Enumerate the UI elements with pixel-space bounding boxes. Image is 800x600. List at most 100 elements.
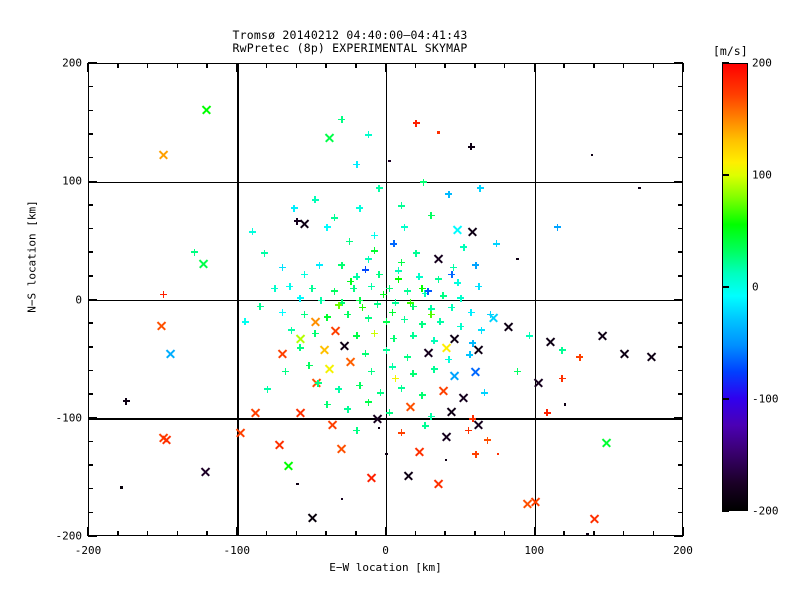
scatter-point-plus	[513, 367, 521, 375]
tick-x-minor-top	[117, 63, 119, 68]
scatter-point-x	[619, 348, 630, 359]
scatter-point-plus	[400, 223, 408, 231]
scatter-point-x	[423, 347, 434, 358]
scatter-point-plus	[362, 350, 370, 358]
gridline-vertical	[237, 64, 239, 535]
scatter-point-dot	[388, 159, 391, 163]
tick-x-minor	[176, 531, 178, 536]
y-tick-label: -200	[55, 529, 83, 543]
scatter-point-plus	[345, 237, 353, 245]
scatter-point-x	[488, 313, 499, 324]
scatter-point-plus	[390, 334, 398, 342]
scatter-point-x	[433, 478, 444, 489]
tick-x-minor	[622, 531, 625, 536]
scatter-point-x	[470, 366, 481, 377]
tick-y-minor-right	[678, 440, 683, 443]
scatter-point-x	[449, 371, 460, 382]
scatter-point-plus	[371, 247, 379, 255]
scatter-point-plus	[241, 318, 249, 326]
tick-y-minor	[88, 346, 93, 348]
tick-x-major-top	[384, 63, 387, 72]
tick-y-minor	[88, 369, 93, 372]
tick-y-major-right	[674, 535, 683, 537]
scatter-point-plus	[264, 385, 271, 393]
tick-y-minor-right	[678, 322, 683, 324]
scatter-point-x	[449, 333, 460, 344]
tick-x-minor	[593, 531, 595, 536]
tick-y-minor-right	[678, 369, 683, 372]
gridline-horizontal	[89, 299, 682, 302]
scatter-point-x	[446, 406, 457, 417]
tick-x-minor	[325, 531, 327, 536]
scatter-point-plus	[353, 332, 361, 340]
scatter-point-plus	[403, 287, 411, 295]
scatter-point-plus	[460, 243, 468, 251]
tick-x-minor	[563, 531, 565, 536]
scatter-point-plus	[576, 353, 584, 361]
scatter-point-x	[158, 432, 169, 443]
tick-y-major	[88, 417, 97, 419]
tick-y-minor-right	[678, 227, 683, 230]
scatter-point-dot	[296, 482, 299, 486]
scatter-point-plus	[424, 287, 432, 295]
scatter-point-plus	[323, 401, 331, 409]
tick-y-minor	[88, 322, 93, 324]
scatter-point-plus	[323, 223, 331, 231]
tick-y-minor	[88, 251, 93, 253]
scatter-point-plus	[421, 289, 429, 297]
tick-y-minor	[88, 511, 93, 514]
scatter-point-x	[158, 150, 169, 161]
scatter-point-plus	[278, 263, 286, 271]
scatter-point-x	[311, 378, 322, 389]
tick-x-minor-top	[325, 63, 327, 68]
colorbar-tick	[722, 174, 729, 176]
scatter-point-plus	[467, 143, 475, 151]
scatter-point-dot	[496, 452, 500, 456]
tick-y-minor-right	[678, 133, 683, 135]
scatter-point-plus	[391, 375, 399, 383]
scatter-point-plus	[350, 285, 358, 293]
tick-x-major	[87, 527, 89, 536]
scatter-point-plus	[418, 285, 426, 293]
scatter-point-x	[161, 435, 172, 446]
scatter-point-x	[283, 461, 294, 472]
tick-x-minor	[503, 531, 506, 536]
y-tick-label: 100	[62, 174, 82, 188]
tick-y-major	[88, 535, 97, 537]
tick-x-minor-top	[622, 63, 625, 68]
scatter-point-plus	[375, 184, 383, 192]
scatter-point-plus	[365, 255, 373, 263]
scatter-point-x	[336, 443, 347, 454]
tick-y-major	[88, 180, 97, 182]
tick-x-minor	[474, 531, 476, 536]
scatter-point-dot	[437, 131, 440, 134]
scatter-point-plus	[311, 196, 319, 204]
scatter-point-plus	[281, 367, 289, 375]
x-axis-label: E−W location [km]	[329, 561, 442, 574]
scatter-point-plus	[400, 315, 408, 323]
scatter-point-x	[274, 439, 285, 450]
scatter-point-x	[324, 132, 335, 143]
scatter-point-x	[295, 407, 306, 418]
scatter-point-x	[250, 407, 261, 418]
scatter-point-plus	[368, 367, 376, 375]
scatter-point-x	[503, 321, 514, 332]
scatter-point-x	[414, 446, 425, 457]
x-tick-label: -100	[223, 544, 251, 557]
scatter-point-x	[277, 348, 288, 359]
scatter-point-plus	[412, 249, 420, 257]
colorbar-gradient	[722, 63, 748, 511]
scatter-point-plus	[475, 282, 483, 290]
tick-y-minor-right	[678, 156, 683, 159]
tick-y-minor-right	[678, 464, 683, 466]
scatter-point-plus	[484, 436, 492, 444]
scatter-point-plus	[478, 326, 486, 334]
tick-x-minor-top	[444, 63, 446, 68]
tick-y-major-right	[674, 417, 683, 419]
scatter-point-x	[319, 345, 330, 356]
scatter-point-plus	[388, 308, 396, 316]
tick-x-minor	[117, 531, 119, 536]
scatter-point-x	[601, 437, 612, 448]
scatter-point-plus	[543, 409, 551, 417]
scatter-point-plus	[261, 249, 269, 257]
